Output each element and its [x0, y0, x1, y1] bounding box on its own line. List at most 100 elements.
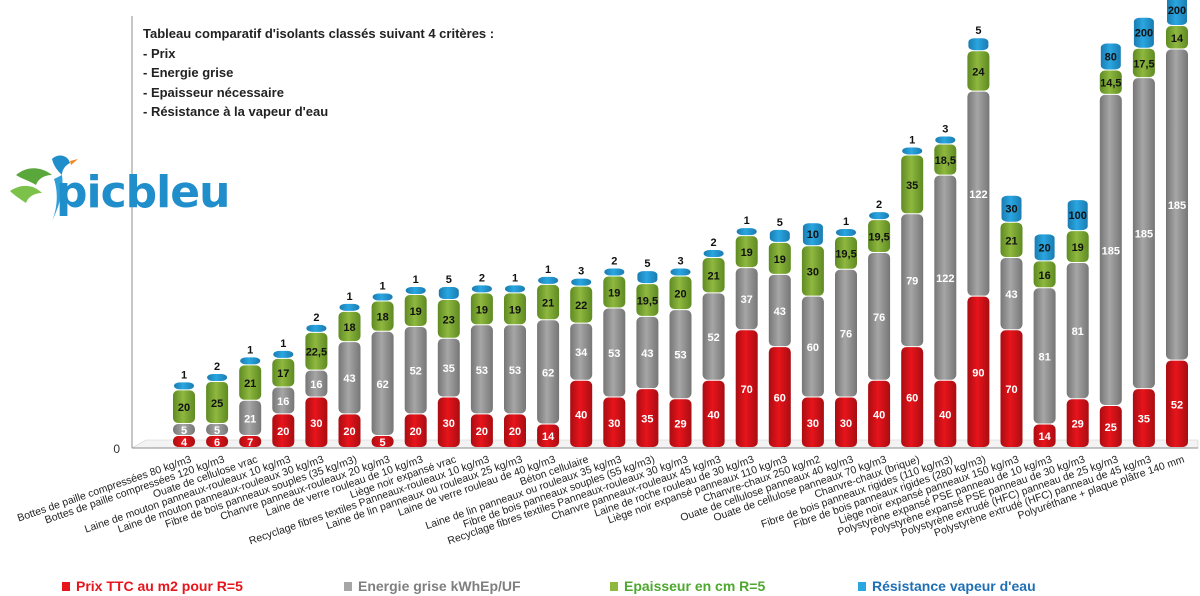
bar-epaisseur-16 — [702, 258, 725, 293]
bar-label-energie-1: 5 — [214, 425, 220, 437]
bar-label-epaisseur-21: 19,5 — [868, 232, 889, 244]
bar-prix-20 — [835, 397, 857, 447]
bar-label-epaisseur-20: 19,5 — [835, 248, 856, 260]
bar-epaisseur-21 — [868, 220, 891, 252]
bar-vapeur-21 — [869, 212, 890, 220]
bar-label-energie-9: 53 — [476, 365, 488, 377]
bar-energie-25 — [1000, 258, 1023, 330]
bar-label-prix-18: 60 — [774, 393, 786, 405]
bar-prix-13 — [603, 397, 626, 447]
bar-label-energie-27: 81 — [1072, 326, 1084, 338]
legend-label-prix: Prix TTC au m2 pour R=5 — [76, 578, 243, 594]
bar-vapeur-10 — [505, 285, 525, 293]
bar-energie-20 — [835, 269, 857, 397]
bar-label-epaisseur-1: 25 — [211, 398, 223, 410]
bar-prix-10 — [504, 414, 526, 447]
bar-label-vapeur-10: 1 — [512, 272, 518, 284]
bar-label-epaisseur-27: 19 — [1072, 242, 1084, 254]
logo-wordmark: picbleu — [56, 167, 230, 218]
bar-label-energie-19: 60 — [807, 342, 819, 354]
bar-label-energie-22: 79 — [906, 276, 918, 288]
chart-legend: Prix TTC au m2 pour R=5 Energie grise kW… — [62, 578, 1192, 596]
legend-label-energie: Energie grise kWhEp/UF — [358, 578, 521, 594]
bar-energie-11 — [537, 320, 560, 424]
bar-label-vapeur-15: 3 — [677, 256, 683, 268]
bar-prix-5 — [338, 414, 361, 447]
info-line-vapeur: - Résistance à la vapeur d'eau — [143, 104, 329, 119]
bar-energie-19 — [801, 296, 824, 397]
bar-label-epaisseur-13: 19 — [608, 287, 620, 299]
bar-prix-24 — [967, 296, 990, 447]
legend-item-energie: Energie grise kWhEp/UF — [344, 578, 521, 594]
bar-vapeur-0 — [174, 382, 194, 390]
bar-energie-0 — [173, 424, 195, 435]
bar-vapeur-19 — [802, 223, 823, 246]
bar-vapeur-2 — [240, 357, 261, 365]
bar-label-energie-4: 16 — [310, 379, 322, 391]
bar-prix-27 — [1066, 399, 1089, 447]
bar-label-energie-6: 62 — [376, 379, 388, 391]
bar-prix-15 — [669, 399, 692, 447]
bar-energie-27 — [1066, 263, 1089, 399]
info-line-epaisseur: - Epaisseur nécessaire — [143, 84, 284, 100]
x-axis-labels: Bottes de paille compressées 80 kg/m3Bot… — [16, 453, 1186, 547]
bar-label-vapeur-30: 200 — [1168, 5, 1186, 17]
bar-epaisseur-12 — [570, 286, 593, 323]
bar-epaisseur-1 — [206, 381, 229, 423]
bar-epaisseur-19 — [801, 246, 824, 296]
bar-label-epaisseur-18: 19 — [774, 254, 786, 266]
bar-label-energie-3: 16 — [277, 396, 289, 408]
bar-label-vapeur-21: 2 — [876, 199, 882, 211]
bar-prix-17 — [735, 330, 758, 447]
bar-label-energie-0: 5 — [181, 425, 187, 437]
bar-label-prix-29: 35 — [1138, 414, 1150, 426]
bar-label-vapeur-23: 3 — [942, 124, 948, 136]
bar-prix-4 — [305, 397, 328, 447]
bar-prix-3 — [272, 414, 295, 447]
bar-label-epaisseur-3: 17 — [277, 368, 289, 380]
bar-label-vapeur-11: 1 — [545, 264, 551, 276]
bar-prix-22 — [901, 347, 924, 447]
bar-epaisseur-23 — [934, 144, 957, 175]
bar-energie-4 — [305, 370, 328, 397]
bar-epaisseur-28 — [1099, 70, 1122, 94]
bar-energie-26 — [1033, 288, 1056, 424]
bar-label-epaisseur-28: 14,5 — [1100, 78, 1121, 90]
bar-label-prix-7: 20 — [410, 426, 422, 438]
bar-energie-9 — [470, 325, 493, 414]
chart-axes: 0 — [113, 16, 1199, 456]
bar-epaisseur-5 — [338, 311, 361, 342]
bar-vapeur-30 — [1167, 0, 1187, 25]
bar-epaisseur-8 — [437, 300, 460, 338]
bar-label-prix-30: 52 — [1171, 399, 1183, 411]
bar-epaisseur-18 — [768, 242, 791, 274]
bar-label-energie-18: 43 — [774, 306, 786, 318]
bar-prix-23 — [934, 380, 957, 447]
bar-label-vapeur-28: 80 — [1105, 52, 1117, 64]
bar-prix-16 — [702, 380, 725, 447]
bar-energie-23 — [934, 175, 957, 380]
legend-swatch-epaisseur — [610, 582, 618, 591]
bar-label-epaisseur-16: 21 — [707, 271, 719, 283]
bar-label-epaisseur-11: 21 — [542, 298, 554, 310]
bar-label-energie-5: 43 — [343, 373, 355, 385]
bar-epaisseur-10 — [504, 293, 526, 325]
bar-label-prix-15: 29 — [674, 419, 686, 431]
bar-epaisseur-15 — [669, 276, 692, 310]
bar-label-vapeur-22: 1 — [909, 134, 915, 146]
bar-energie-18 — [768, 274, 791, 347]
bar-vapeur-13 — [604, 268, 625, 276]
bar-label-epaisseur-30: 14 — [1171, 33, 1184, 45]
bar-label-epaisseur-5: 18 — [343, 322, 355, 334]
bar-label-epaisseur-14: 19,5 — [637, 295, 658, 307]
bar-label-epaisseur-29: 17,5 — [1133, 58, 1154, 70]
bar-prix-11 — [537, 424, 560, 447]
bar-label-energie-15: 53 — [674, 350, 686, 362]
bar-label-prix-16: 40 — [707, 409, 719, 421]
bar-vapeur-26 — [1034, 234, 1055, 261]
bar-label-prix-3: 20 — [277, 426, 289, 438]
bar-label-vapeur-9: 2 — [479, 272, 485, 284]
bar-epaisseur-0 — [173, 390, 195, 423]
legend-label-epaisseur: Epaisseur en cm R=5 — [624, 578, 766, 594]
bar-label-prix-8: 30 — [443, 418, 455, 430]
